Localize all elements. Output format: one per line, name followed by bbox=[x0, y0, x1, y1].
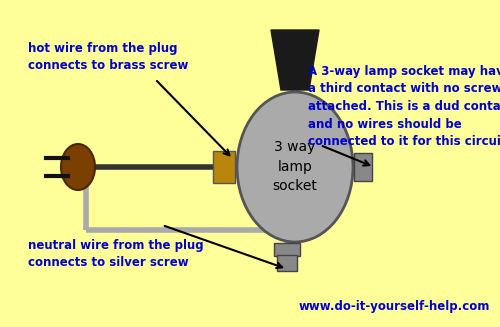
Text: hot wire from the plug
connects to brass screw: hot wire from the plug connects to brass… bbox=[28, 42, 188, 72]
Text: 3 way
lamp
socket: 3 way lamp socket bbox=[272, 141, 318, 194]
Text: A 3-way lamp socket may have
a third contact with no screw
attached. This is a d: A 3-way lamp socket may have a third con… bbox=[308, 65, 500, 148]
FancyBboxPatch shape bbox=[274, 243, 300, 256]
Text: neutral wire from the plug
connects to silver screw: neutral wire from the plug connects to s… bbox=[28, 239, 204, 269]
Polygon shape bbox=[271, 30, 319, 90]
Ellipse shape bbox=[237, 92, 353, 242]
FancyBboxPatch shape bbox=[213, 151, 235, 183]
FancyBboxPatch shape bbox=[354, 153, 372, 181]
FancyBboxPatch shape bbox=[277, 255, 297, 271]
Text: www.do-it-yourself-help.com: www.do-it-yourself-help.com bbox=[298, 300, 490, 313]
Ellipse shape bbox=[61, 144, 95, 190]
